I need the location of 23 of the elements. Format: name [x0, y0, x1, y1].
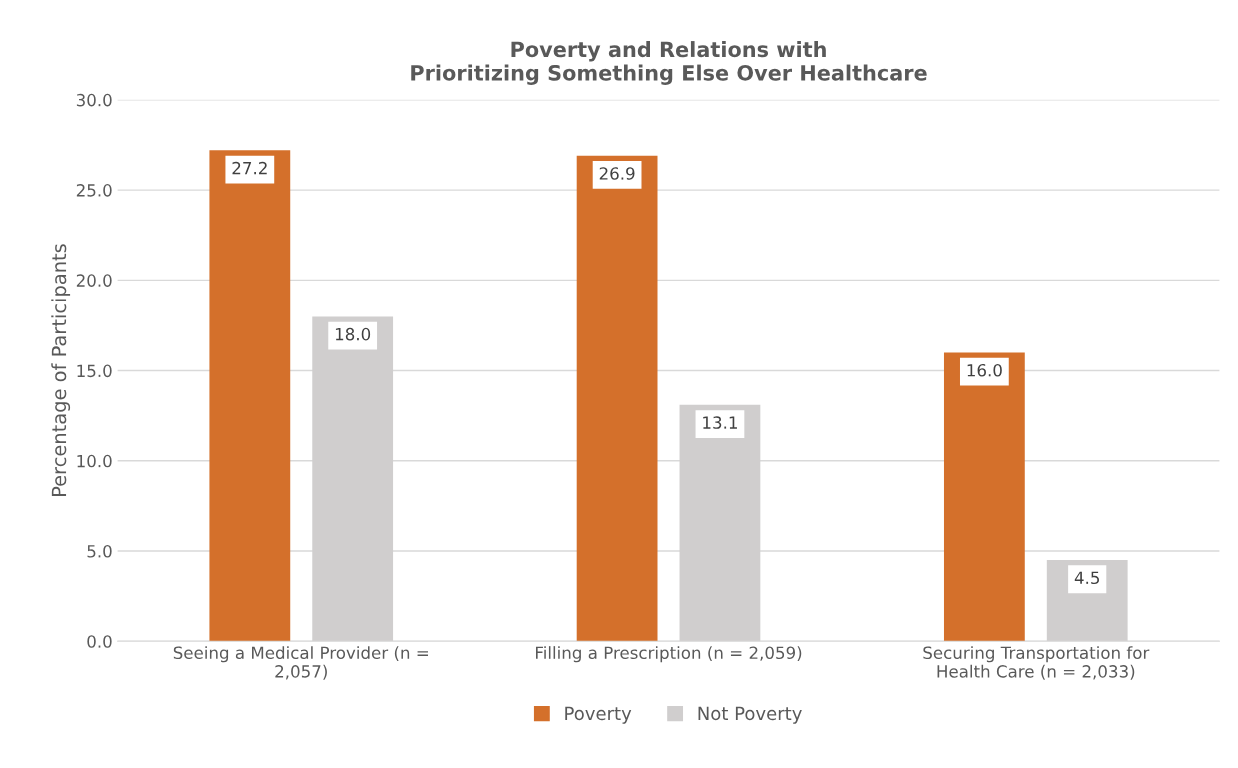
y-tick-label: 15.0 [77, 364, 112, 378]
data-label: 13.1 [703, 416, 737, 429]
chart-title: Poverty and Relations with Prioritizing Something Else Over Healthcare [411, 41, 927, 85]
bar [943, 352, 1025, 642]
x-tick-label: Filling a Prescription (n = 2,059) [536, 646, 802, 663]
y-tick-label: 10.0 [77, 454, 112, 468]
x-tick-label: Seeing a Medical Provider (n = 2,057) [173, 646, 428, 680]
data-label: 27.2 [232, 161, 267, 175]
y-axis-title: Percentage of Participants [51, 244, 71, 496]
y-tick-label: 20.0 [76, 274, 112, 287]
bar [576, 155, 658, 642]
y-tick-label: 0.0 [87, 635, 112, 648]
data-label: 16.0 [967, 363, 1002, 377]
y-tick-label: 25.0 [76, 184, 112, 197]
data-label: 4.5 [1074, 571, 1100, 585]
y-tick-label: 30.0 [76, 93, 112, 107]
data-label: 26.9 [599, 167, 635, 180]
legend-label: Not Poverty [698, 706, 802, 724]
y-tick-label: 5.0 [87, 545, 112, 558]
data-label: 18.0 [335, 327, 371, 341]
x-tick-label: Securing Transportation for Health Care (n = 2,033) [923, 646, 1150, 680]
bar [209, 150, 291, 642]
legend-label: Poverty [565, 706, 632, 724]
